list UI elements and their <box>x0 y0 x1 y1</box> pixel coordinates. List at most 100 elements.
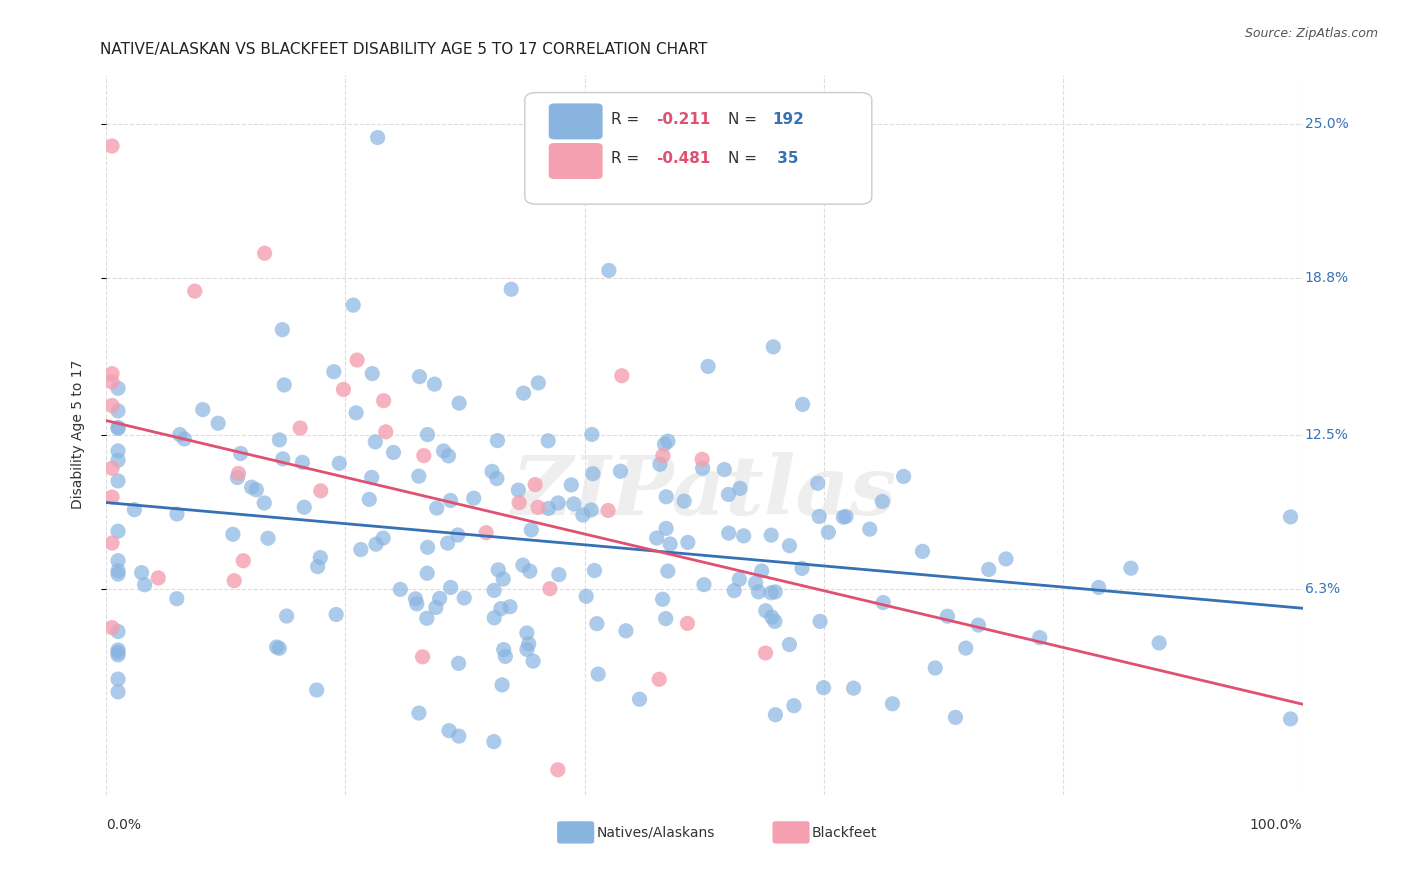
Point <box>107 643 129 657</box>
Point <box>494 649 516 664</box>
Point <box>485 472 508 486</box>
Point <box>648 457 671 471</box>
Point <box>538 582 561 596</box>
Point <box>416 611 439 625</box>
Point <box>229 446 252 460</box>
Text: 12.5%: 12.5% <box>1305 427 1348 442</box>
Point <box>754 646 776 660</box>
Point <box>350 542 373 557</box>
Point <box>817 525 839 540</box>
Point <box>763 707 786 722</box>
Point <box>226 470 249 484</box>
Point <box>292 500 315 515</box>
Point <box>655 490 678 504</box>
Point <box>482 583 505 598</box>
Point <box>107 685 129 699</box>
Point <box>432 443 454 458</box>
Point <box>520 523 543 537</box>
Point <box>651 449 673 463</box>
Point <box>924 661 946 675</box>
Point <box>374 425 396 439</box>
Point <box>482 734 505 748</box>
Point <box>936 609 959 624</box>
Point <box>499 599 522 614</box>
Point <box>645 531 668 545</box>
Point <box>412 649 434 664</box>
Point <box>763 584 786 599</box>
Point <box>893 469 915 483</box>
Text: R =: R = <box>612 112 644 127</box>
Point <box>1147 636 1170 650</box>
Point <box>492 572 515 586</box>
Point <box>131 566 153 580</box>
Point <box>101 375 124 389</box>
Point <box>657 564 679 578</box>
Point <box>723 583 745 598</box>
Point <box>648 673 671 687</box>
Point <box>527 376 550 390</box>
Point <box>269 433 291 447</box>
FancyBboxPatch shape <box>548 103 603 139</box>
Point <box>271 323 294 337</box>
Point <box>596 503 619 517</box>
Point <box>547 763 569 777</box>
Point <box>562 497 585 511</box>
FancyBboxPatch shape <box>557 822 595 844</box>
Point <box>332 383 354 397</box>
Text: 0.0%: 0.0% <box>105 818 141 832</box>
Point <box>191 402 214 417</box>
Point <box>673 494 696 508</box>
Point <box>522 654 544 668</box>
Point <box>253 496 276 510</box>
Point <box>325 607 347 622</box>
Point <box>364 537 387 551</box>
Point <box>955 641 977 656</box>
Point <box>778 638 800 652</box>
Point <box>101 621 124 635</box>
Point <box>744 576 766 591</box>
Point <box>166 591 188 606</box>
Point <box>328 456 350 470</box>
Point <box>232 554 254 568</box>
Point <box>697 359 720 374</box>
Point <box>501 282 523 296</box>
Point <box>1279 510 1302 524</box>
Point <box>253 246 276 260</box>
Point <box>692 461 714 475</box>
Point <box>416 566 439 581</box>
Point <box>166 507 188 521</box>
FancyBboxPatch shape <box>524 93 872 204</box>
Point <box>728 481 751 495</box>
Point <box>322 365 344 379</box>
Point <box>228 467 250 481</box>
Point <box>1087 581 1109 595</box>
Point <box>101 490 124 504</box>
Point <box>107 381 129 395</box>
Point <box>512 386 534 401</box>
Point <box>747 585 769 599</box>
Point <box>537 434 560 448</box>
Point <box>575 589 598 603</box>
Point <box>107 524 129 539</box>
Point <box>1119 561 1142 575</box>
Point <box>486 563 509 577</box>
Point <box>437 449 460 463</box>
Point <box>305 683 328 698</box>
Point <box>382 445 405 459</box>
Text: 192: 192 <box>772 112 804 127</box>
Point <box>271 451 294 466</box>
Point <box>654 612 676 626</box>
Point <box>484 611 506 625</box>
Point <box>309 550 332 565</box>
Point <box>107 567 129 582</box>
Point <box>291 455 314 469</box>
Point <box>373 393 395 408</box>
Point <box>761 610 783 624</box>
Point <box>107 648 129 662</box>
Point <box>977 562 1000 576</box>
Point <box>659 537 682 551</box>
Text: ZIPatlas: ZIPatlas <box>512 452 897 533</box>
Text: 100.0%: 100.0% <box>1250 818 1302 832</box>
Point <box>614 624 637 638</box>
Point <box>364 434 387 449</box>
